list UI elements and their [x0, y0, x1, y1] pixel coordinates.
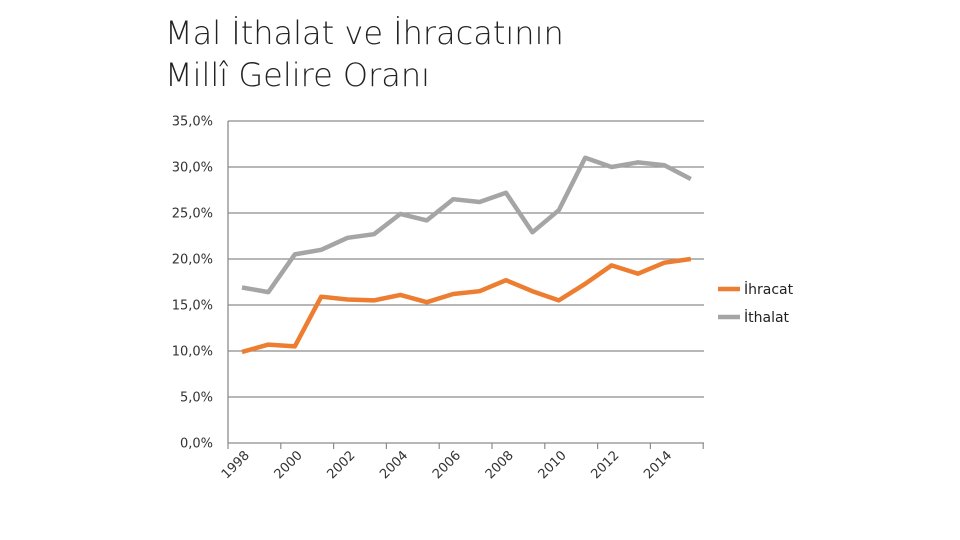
y-tick-label: 35,0%: [172, 115, 213, 130]
x-tick-label: 2012: [588, 448, 622, 482]
x-tick-label: 2008: [483, 448, 517, 482]
gridlines: [228, 120, 704, 444]
y-tick-label: 25,0%: [172, 207, 213, 222]
x-tick-label: 2002: [324, 448, 358, 482]
legend-label: İhracat: [744, 280, 794, 298]
y-tick-label: 20,0%: [172, 253, 213, 268]
x-axis: [227, 121, 704, 449]
x-tick-label: 2000: [272, 448, 306, 482]
x-tick-label: 2004: [377, 448, 411, 482]
x-tick-label: 2010: [536, 448, 570, 482]
y-axis-tick-labels: 0,0% 5,0% 10,0% 15,0% 20,0% 25,0% 30,0% 35,0%: [172, 115, 213, 452]
y-tick-label: 30,0%: [172, 161, 213, 176]
legend: İhracat İthalat: [718, 280, 794, 326]
series-lines: [241, 155, 692, 355]
slide-title: Mal İthalat ve İhracatının Millî Gelire …: [165, 12, 725, 96]
x-tick-label: 2006: [430, 448, 464, 482]
slide-title-line-1: Mal İthalat ve İhracatının: [165, 14, 564, 52]
y-tick-label: 5,0%: [180, 391, 213, 406]
legend-label: İthalat: [744, 308, 790, 326]
y-tick-label: 0,0%: [180, 437, 213, 452]
series-line-ithalat: [241, 155, 692, 295]
x-axis-tick-labels: 1998 2000 2002 2004 2006 2008 2010 2012 2014: [219, 448, 675, 482]
x-tick-label: 1998: [219, 448, 253, 482]
slide-title-line-2: Millî Gelire Oranı: [165, 56, 431, 94]
y-tick-label: 15,0%: [172, 299, 213, 314]
y-tick-label: 10,0%: [172, 345, 213, 360]
x-tick-label: 2014: [641, 448, 675, 482]
series-line-ihracat: [241, 256, 692, 355]
